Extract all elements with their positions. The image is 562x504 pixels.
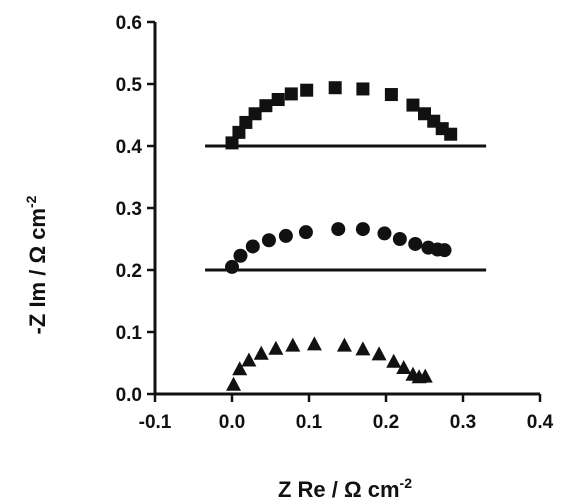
x-tick-label: 0.2 [373, 412, 399, 433]
x-tick-label: 0.0 [219, 412, 245, 433]
triangle-marker [355, 341, 371, 356]
circle-marker [233, 248, 248, 263]
square-marker [271, 93, 285, 106]
tick-labels: 0.0 0.1 0.2 0.3 0.4 0.5 0.6 -0.1 0.0 0.1 0.2 0.3 0.4 [116, 13, 554, 433]
circle-marker [331, 222, 346, 237]
triangle-marker [417, 368, 433, 383]
plot-marks [205, 81, 487, 391]
y-tick-label: 0.1 [116, 323, 143, 344]
circle-marker [392, 232, 407, 246]
triangle-marker [336, 337, 352, 352]
triangle-marker [232, 361, 248, 376]
triangle-marker [396, 359, 412, 374]
triangle-marker [268, 340, 284, 355]
y-tick-label: 0.5 [116, 75, 143, 96]
axes [147, 20, 542, 402]
y-tick-label: 0.6 [116, 13, 142, 34]
x-axis-label-text: Z Re / Ω cm [278, 477, 400, 502]
square-marker [232, 125, 246, 139]
x-tick-label: -0.1 [139, 412, 172, 433]
square-marker [406, 98, 420, 112]
y-tick-label: 0.2 [116, 261, 142, 282]
triangle-marker [226, 376, 242, 391]
circle-marker [261, 233, 276, 248]
circle-marker [355, 222, 370, 237]
x-axis-label: Z Re / Ω cm-2 [278, 475, 412, 502]
circle-marker [245, 239, 260, 254]
square-marker [225, 136, 239, 150]
square-marker [259, 99, 273, 113]
y-tick-label: 0.0 [116, 385, 142, 406]
x-axis-label-superscript: -2 [400, 475, 413, 491]
y-tick-label: 0.4 [116, 137, 143, 158]
circle-marker [437, 243, 452, 258]
circle-marker [408, 236, 423, 251]
x-tick-label: 0.4 [527, 412, 554, 433]
y-axis-label-text: -Z Im / Ω cm [25, 208, 50, 334]
circle-marker [225, 259, 239, 274]
square-marker [328, 81, 342, 95]
x-tick-label: 0.1 [296, 412, 323, 433]
square-marker [356, 82, 370, 96]
triangle-marker [241, 352, 257, 367]
y-tick-label: 0.3 [116, 199, 142, 220]
y-axis-label: -Z Im / Ω cm-2 [23, 195, 50, 334]
square-marker [300, 83, 314, 97]
triangle-marker [371, 346, 387, 361]
circle-marker [298, 225, 313, 240]
square-marker [284, 87, 298, 101]
x-tick-label: 0.3 [450, 412, 476, 433]
triangle-marker [253, 345, 269, 360]
circle-marker [278, 228, 293, 243]
square-marker [384, 88, 398, 102]
triangle-marker [285, 337, 301, 352]
y-axis-label-superscript: -2 [23, 195, 39, 208]
square-marker [444, 127, 458, 141]
square-marker [248, 107, 262, 121]
circle-marker [377, 226, 392, 241]
triangle-marker [386, 353, 402, 368]
triangle-marker [306, 336, 322, 351]
